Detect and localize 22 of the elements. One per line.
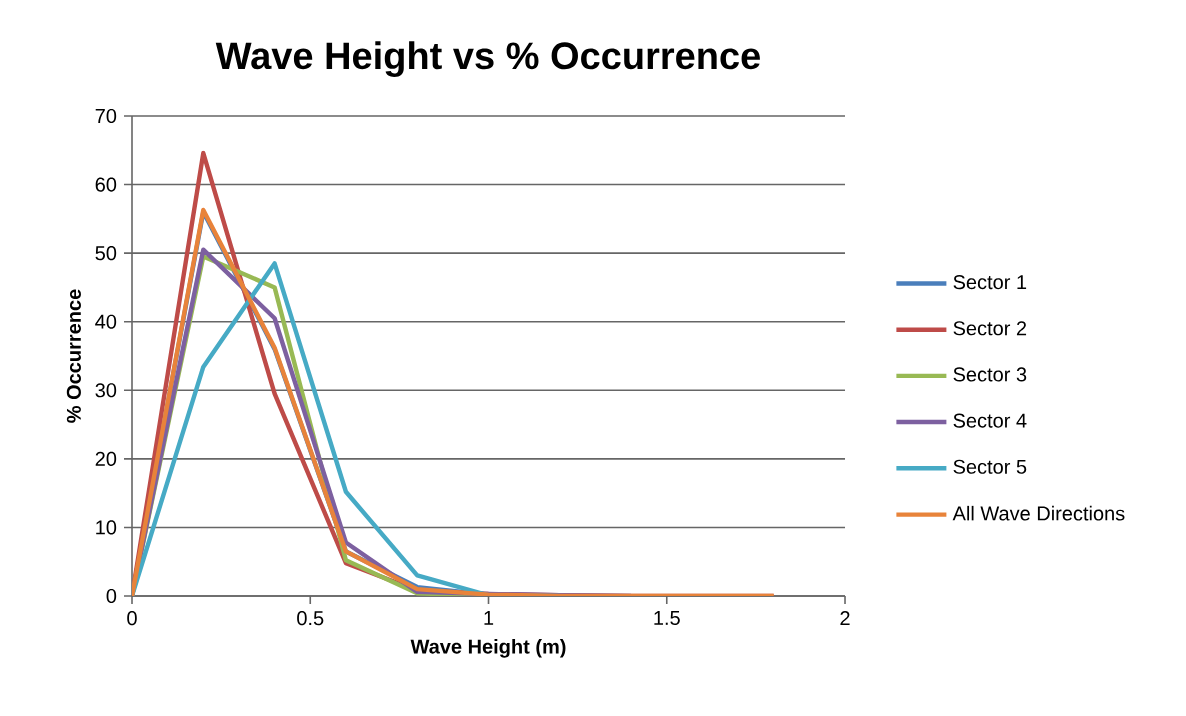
legend-label: Sector 3 [953,367,1027,382]
x-tick-label: 0.5 [297,611,324,626]
y-tick-label: 70 [95,108,117,124]
y-tick-label: 0 [106,588,117,604]
legend-label: All Wave Directions [952,505,1125,521]
legend-label: Sector 2 [953,321,1027,336]
x-axis-title: Wave Height (m) [410,638,566,658]
legend-label: Sector 4 [953,413,1027,428]
x-tick-label: 0 [127,611,137,626]
y-tick-label: 50 [95,246,117,261]
chart-title: Wave Height vs % Occurrence [215,41,760,77]
legend-label: Sector 1 [953,275,1027,290]
y-tick-label: 10 [96,520,117,535]
x-tick-label: 2 [840,611,850,626]
x-tick-label: 1.5 [654,611,680,626]
legend-label: Sector 5 [953,459,1027,474]
y-tick-label: 20 [95,451,117,466]
x-tick-label: 1 [484,611,494,625]
y-tick-label: 60 [95,177,117,192]
y-axis-title: % Occurrence [66,289,81,423]
y-tick-label: 30 [95,383,117,398]
y-tick-label: 40 [95,314,117,329]
